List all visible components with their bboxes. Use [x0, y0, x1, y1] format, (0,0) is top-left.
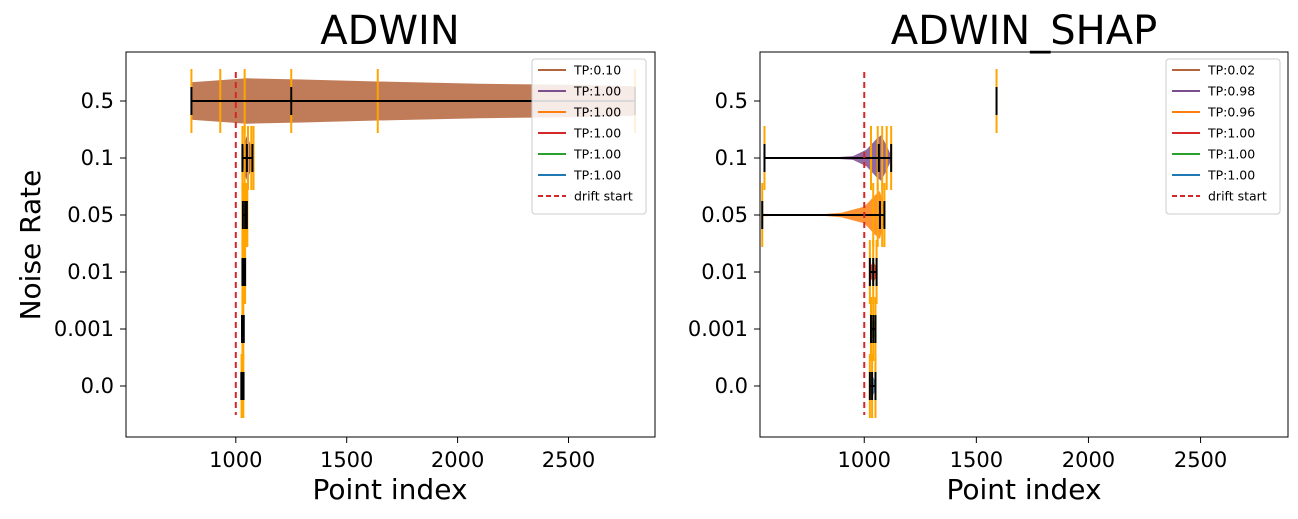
- x-axis-label: Point index: [312, 473, 467, 506]
- y-tick-label: 0.0: [81, 374, 114, 398]
- y-tick-label: 0.05: [701, 203, 748, 227]
- y-axis-label: Noise Rate: [14, 170, 47, 321]
- y-tick-label: 0.01: [67, 260, 114, 284]
- x-tick-label: 2000: [431, 448, 484, 472]
- x-tick-label: 1500: [950, 448, 1003, 472]
- legend-label: TP:0.98: [1207, 84, 1255, 99]
- legend-label: TP:0.10: [573, 63, 621, 78]
- y-tick-label: 0.0: [715, 374, 748, 398]
- panel-adwin: ADWIN Noise Rate Point index 1000 1500 200…: [14, 8, 656, 506]
- legend-label: TP:1.00: [573, 84, 621, 99]
- legend: TP:0.10 TP:1.00 TP:1.00 TP:1.00 TP:1.00 TP:1.…: [531, 58, 647, 215]
- legend-label: drift start: [574, 189, 633, 204]
- legend-label: TP:1.00: [573, 147, 621, 162]
- legend-label: TP:1.00: [1207, 126, 1255, 141]
- y-tick-label: 0.1: [715, 146, 748, 170]
- y-tick-label: 0.001: [688, 317, 748, 341]
- y-tick-label: 0.5: [81, 89, 114, 113]
- legend-label: TP:0.96: [1207, 105, 1255, 120]
- x-tick-label: 1000: [838, 448, 891, 472]
- legend-label: TP:1.00: [573, 105, 621, 120]
- legend-label: TP:1.00: [573, 126, 621, 141]
- x-tick-label: 2500: [1174, 448, 1227, 472]
- x-axis-label: Point index: [946, 473, 1101, 506]
- plot-frame: [759, 51, 1289, 438]
- legend-label: TP:1.00: [573, 168, 621, 183]
- plot-frame: [125, 51, 656, 438]
- plot-area: [761, 69, 998, 418]
- chart-title: ADWIN_SHAP: [891, 8, 1157, 54]
- y-tick-label: 0.5: [715, 89, 748, 113]
- legend: TP:0.02 TP:0.98 TP:0.96 TP:1.00 TP:1.00 TP:1.…: [1165, 58, 1281, 215]
- y-tick-label: 0.01: [701, 260, 748, 284]
- y-tick-label: 0.05: [67, 203, 114, 227]
- legend-label: TP:1.00: [1207, 147, 1255, 162]
- x-tick-label: 2000: [1062, 448, 1115, 472]
- plot-area: [190, 69, 637, 418]
- y-tick-label: 0.1: [81, 146, 114, 170]
- panel-adwin-shap: ADWIN_SHAP Point index 1000 1500 2000 2500 0…: [688, 8, 1289, 506]
- legend-label: drift start: [1208, 189, 1267, 204]
- y-tick-label: 0.001: [54, 317, 114, 341]
- legend-label: TP:1.00: [1207, 168, 1255, 183]
- chart-title: ADWIN: [320, 8, 459, 54]
- x-tick-label: 1500: [320, 448, 373, 472]
- x-tick-label: 2500: [542, 448, 595, 472]
- legend-label: TP:0.02: [1207, 63, 1255, 78]
- x-tick-label: 1000: [209, 448, 262, 472]
